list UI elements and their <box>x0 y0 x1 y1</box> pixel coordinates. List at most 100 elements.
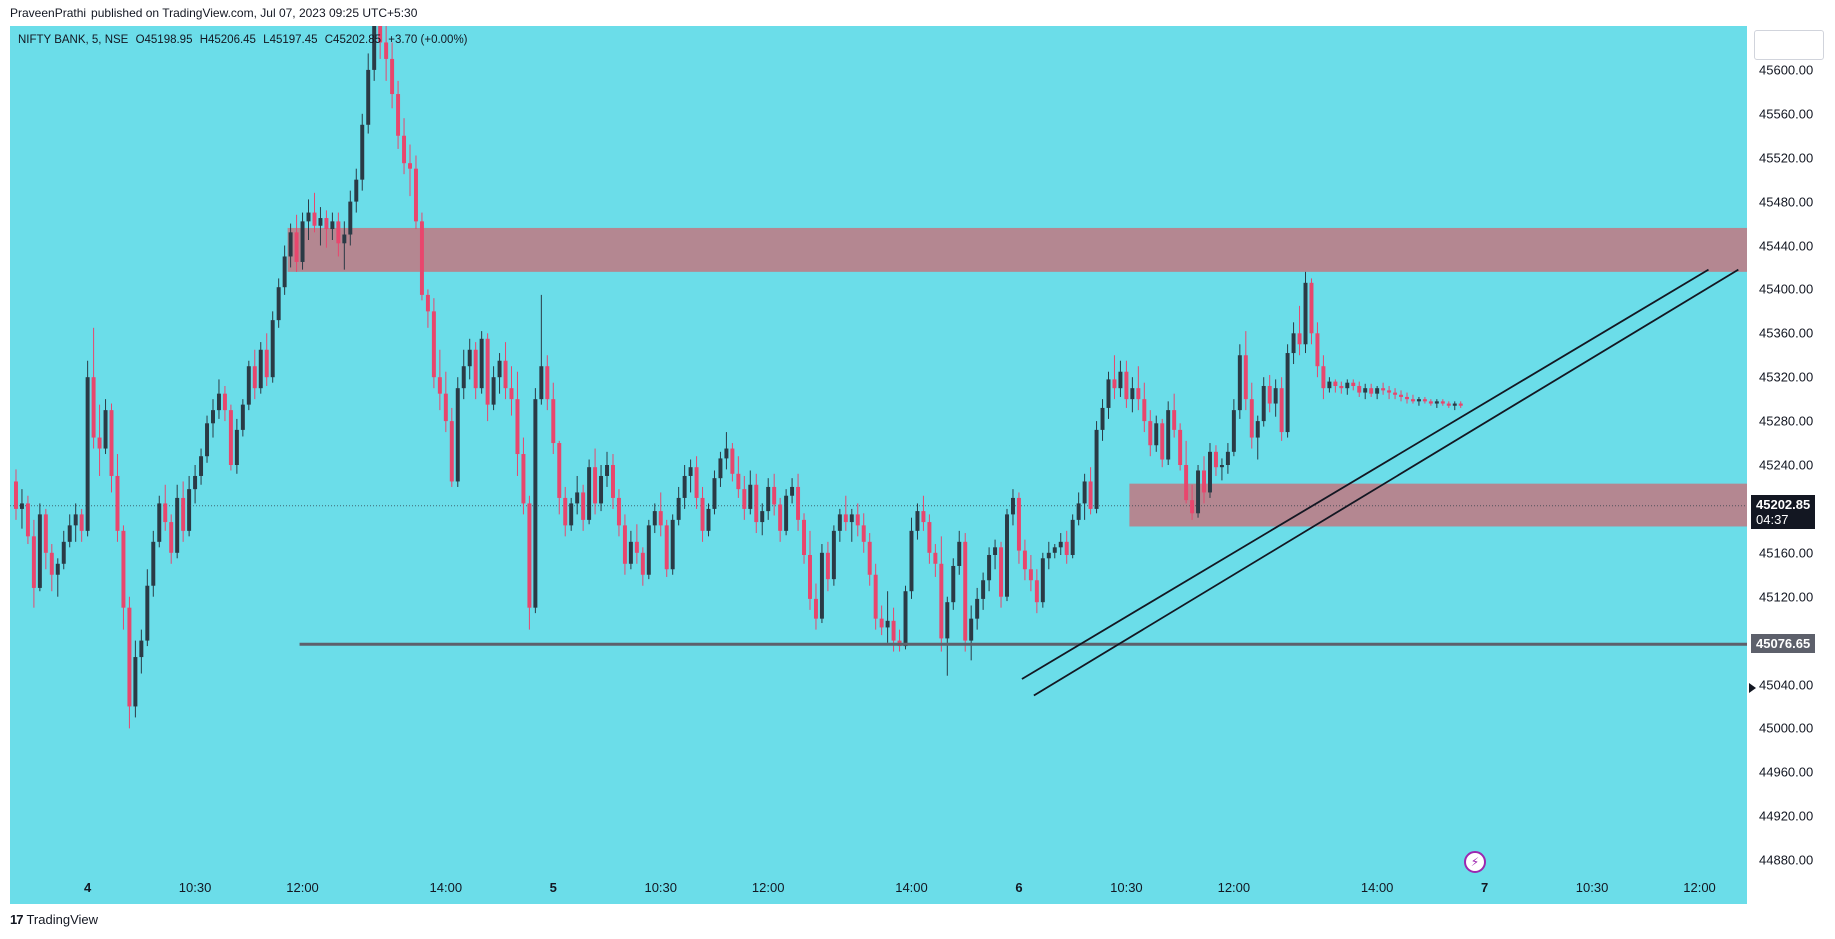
price-axis[interactable]: 44880.00 44920.00 44960.00 45000.00 45040.00… <box>1747 26 1835 904</box>
candle <box>413 168 418 222</box>
candle <box>837 514 842 531</box>
price-tick: 45480.00 <box>1759 194 1814 210</box>
price-tick: 44960.00 <box>1759 764 1814 780</box>
candle <box>396 94 401 136</box>
candle <box>1243 355 1248 400</box>
candle <box>85 377 90 531</box>
candle <box>855 514 860 526</box>
chart-area[interactable]: NIFTY BANK, 5, NSE O45198.95 H45206.45 L… <box>10 26 1747 904</box>
candle <box>336 221 341 244</box>
time-tick: 10:30 <box>644 880 678 895</box>
candle <box>1363 388 1368 393</box>
candle <box>754 484 759 523</box>
candle <box>97 437 102 449</box>
candle <box>1351 382 1356 386</box>
candle <box>193 475 198 490</box>
candle <box>599 475 604 504</box>
arrow-right-icon[interactable] <box>1749 683 1756 693</box>
candle <box>849 514 854 523</box>
candle <box>1112 379 1117 389</box>
candle <box>1094 429 1099 509</box>
candle <box>491 377 496 405</box>
candle <box>151 541 156 586</box>
candle <box>867 541 872 575</box>
time-axis[interactable]: 4 10:30 12:00 14:00 5 10:30 12:00 14:00 6 10:30 12… <box>10 874 1747 904</box>
candle <box>1005 514 1009 597</box>
candle <box>945 602 950 639</box>
candle <box>987 554 992 581</box>
time-tick: 6 <box>1015 880 1023 895</box>
candle <box>927 522 932 553</box>
current-price-value: 45202.85 <box>1756 496 1811 512</box>
candle <box>1058 541 1063 548</box>
candle <box>772 486 777 505</box>
candle <box>718 458 723 479</box>
price-scale-box[interactable] <box>1754 30 1824 60</box>
price-tick: 44920.00 <box>1759 808 1814 824</box>
candlestick-chart[interactable] <box>10 26 1747 904</box>
candle <box>981 580 986 599</box>
candle <box>676 497 681 520</box>
price-tick: 45240.00 <box>1759 457 1814 473</box>
candle <box>1309 282 1314 334</box>
candle <box>1345 382 1350 389</box>
legend-low: L45197.45 <box>263 34 318 46</box>
candle <box>903 591 908 647</box>
tradingview-brand[interactable]: 17 TradingView <box>10 912 98 927</box>
candle <box>1321 366 1326 389</box>
candle <box>1178 429 1183 465</box>
candle <box>306 212 311 222</box>
brand-name: TradingView <box>26 912 99 927</box>
candle <box>402 135 407 164</box>
time-tick: 12:00 <box>1217 880 1251 895</box>
time-tick: 14:00 <box>429 880 463 895</box>
price-tick: 45000.00 <box>1759 720 1814 736</box>
candle <box>1381 388 1386 391</box>
candle <box>1434 401 1439 404</box>
candle <box>748 484 753 509</box>
candle <box>348 201 353 235</box>
published-text: published on TradingView.com, Jul 07, 20… <box>91 6 418 20</box>
candle <box>1124 371 1129 400</box>
candle <box>1261 385 1266 422</box>
candle <box>921 511 926 523</box>
candle <box>222 393 227 411</box>
candle <box>1405 396 1409 400</box>
candle <box>91 377 96 438</box>
candle <box>431 311 436 378</box>
candle <box>330 221 335 230</box>
candle <box>1225 451 1230 465</box>
candle <box>706 508 711 531</box>
candle <box>1213 451 1218 468</box>
candle <box>37 514 42 588</box>
author-name[interactable]: PraveenPrathi <box>10 6 87 20</box>
lightning-icon[interactable]: ⚡ <box>1464 851 1486 873</box>
candle <box>360 124 365 180</box>
candle <box>1375 388 1380 394</box>
candle <box>563 497 568 526</box>
candle <box>1046 552 1051 559</box>
candle <box>742 489 747 509</box>
time-tick: 4 <box>84 880 92 895</box>
candle <box>521 454 526 504</box>
candle <box>1136 388 1141 400</box>
candle <box>873 574 878 619</box>
candle <box>575 492 580 504</box>
candle <box>19 503 24 509</box>
legend-symbol[interactable]: NIFTY BANK, 5, NSE <box>18 34 129 46</box>
candle <box>1458 403 1463 406</box>
candle <box>1196 470 1201 514</box>
tradingview-logo: 17 <box>10 912 24 927</box>
candle <box>802 519 807 555</box>
candle <box>181 497 186 531</box>
time-tick: 12:00 <box>286 880 319 895</box>
candle <box>133 657 138 707</box>
price-tick: 45040.00 <box>1759 677 1814 692</box>
candle <box>455 388 460 482</box>
candle <box>479 338 484 389</box>
candle <box>252 366 257 389</box>
candle <box>1219 465 1224 468</box>
candle <box>879 618 884 628</box>
candle <box>115 475 120 531</box>
supply-zone-0 <box>287 227 1747 272</box>
